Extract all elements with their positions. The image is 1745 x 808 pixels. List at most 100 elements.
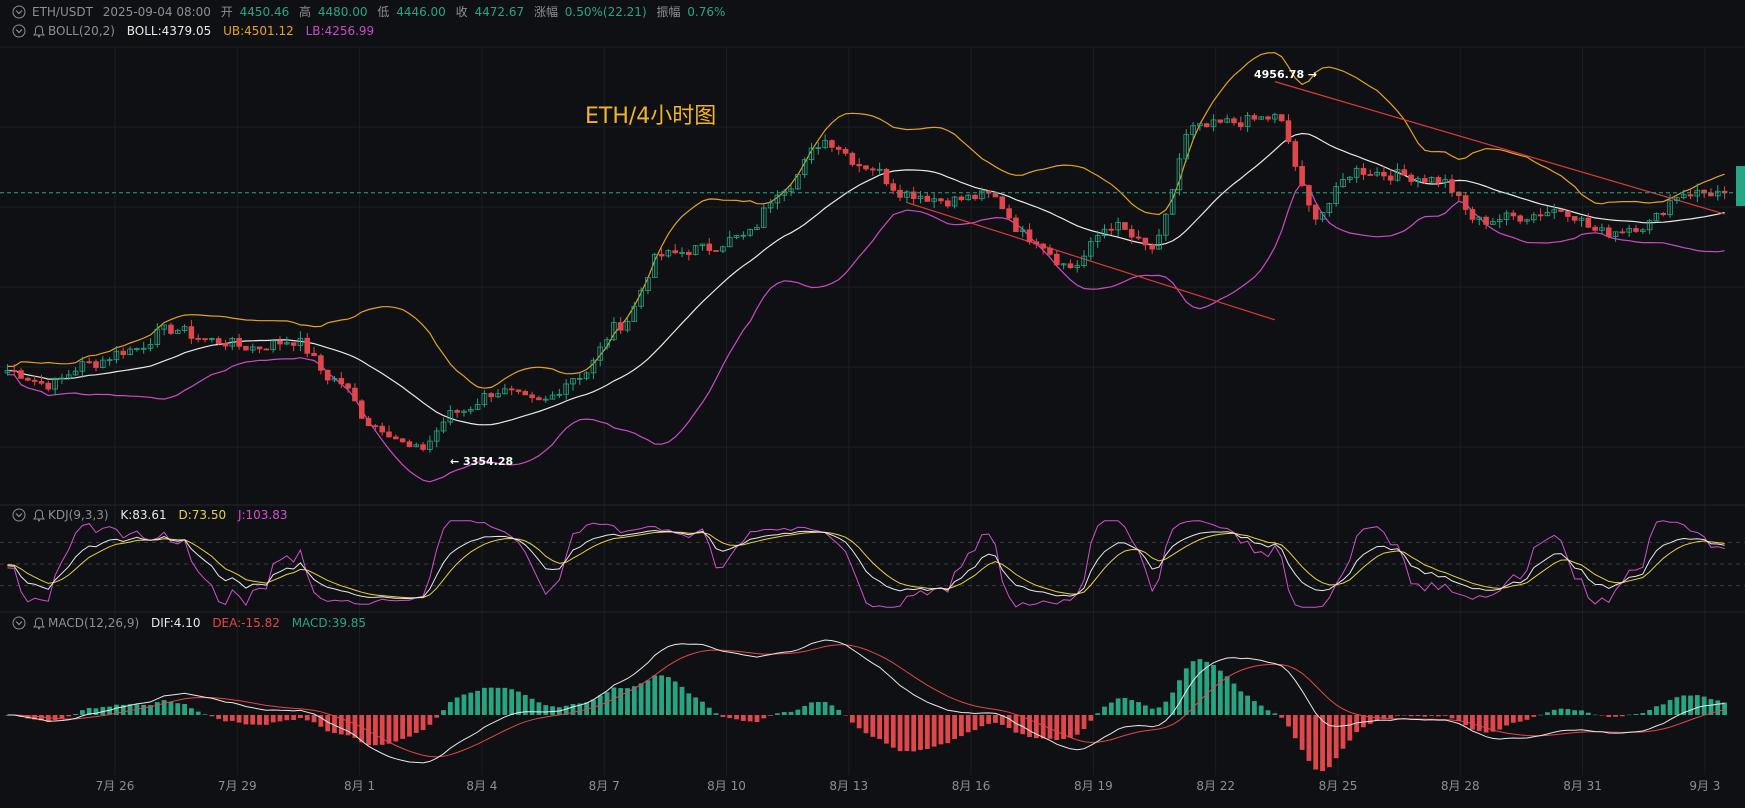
header-low-value: 4446.00 xyxy=(396,5,446,19)
candle-body xyxy=(604,339,610,348)
candle-body xyxy=(1088,241,1094,257)
macd-histogram-bar xyxy=(93,708,99,715)
boll-alert-bell-icon[interactable] xyxy=(33,25,45,38)
candle-body xyxy=(461,410,467,413)
macd-histogram-bar xyxy=(32,715,38,720)
macd-histogram-bar xyxy=(659,675,664,715)
candle-body xyxy=(1251,115,1258,120)
macd-histogram-bar xyxy=(993,715,998,723)
candle-body xyxy=(542,398,549,401)
macd-histogram-bar xyxy=(1388,715,1394,719)
macd-histogram-bar xyxy=(652,675,658,715)
macd-histogram-bar xyxy=(1517,715,1523,722)
kdj-alert-bell-icon[interactable] xyxy=(33,509,45,522)
candle-body xyxy=(263,348,270,351)
macd-histogram-bar xyxy=(1524,715,1530,720)
macd-histogram-bar xyxy=(713,713,719,715)
macd-histogram-bar xyxy=(1565,709,1571,715)
macd-histogram-bar xyxy=(366,715,371,746)
candle-body xyxy=(379,425,385,433)
last-price-marker xyxy=(1736,166,1745,206)
macd-histogram-bar xyxy=(1204,661,1210,715)
macd-alert-bell-icon[interactable] xyxy=(33,617,45,630)
macd-histogram-bar xyxy=(318,715,324,727)
candle-body xyxy=(515,389,522,392)
header-open-label: 开 xyxy=(221,5,233,19)
collapse-chevron-icon[interactable] xyxy=(12,5,26,19)
candle-body xyxy=(474,404,481,410)
candle-body xyxy=(904,191,910,198)
candle-body xyxy=(1435,177,1442,184)
macd-histogram-bar xyxy=(461,694,467,715)
candle-body xyxy=(202,338,208,340)
candle-body xyxy=(1360,167,1367,175)
macd-histogram-bar xyxy=(1088,715,1094,721)
candle-body xyxy=(1558,209,1564,212)
macd-histogram-bar xyxy=(304,715,310,721)
macd-histogram-bar xyxy=(1599,715,1605,716)
macd-histogram-bar xyxy=(209,715,215,717)
macd-histogram-bar xyxy=(39,715,44,721)
macd-histogram-bar xyxy=(1401,715,1407,716)
candle-body xyxy=(222,343,229,347)
macd-dea-line xyxy=(7,644,1725,758)
candle-body xyxy=(897,189,903,198)
candle-body xyxy=(1565,211,1571,217)
candle-body xyxy=(1605,227,1612,237)
macd-histogram-bar xyxy=(1272,713,1278,715)
x-tick-label: 8月 31 xyxy=(1563,779,1602,793)
macd-histogram-bar xyxy=(1279,715,1285,718)
candle-body xyxy=(413,444,420,448)
kdj-k-line xyxy=(7,529,1725,600)
macd-histogram-bar xyxy=(1258,705,1264,715)
candle-body xyxy=(1265,116,1271,120)
candle-body xyxy=(1292,141,1299,167)
macd-histogram-bar xyxy=(202,714,208,715)
candle-body xyxy=(318,355,324,371)
candle-body xyxy=(1231,118,1237,124)
header-kdj: KDJ(9,3,3) K:83.61 D:73.50 J:103.83 xyxy=(12,508,288,522)
candle-body xyxy=(1128,229,1135,238)
candle-body xyxy=(1537,214,1544,217)
candle-body xyxy=(1006,208,1012,219)
macd-histogram-bar xyxy=(1592,714,1598,716)
candle-body xyxy=(1415,178,1421,182)
candle-body xyxy=(284,342,290,345)
candle-body xyxy=(917,195,924,199)
macd-histogram-bar xyxy=(1497,715,1503,730)
candle-body xyxy=(801,159,808,175)
macd-histogram-bar xyxy=(795,709,801,715)
kdj-chevron-icon[interactable] xyxy=(12,508,26,522)
macd-histogram-bar xyxy=(352,715,358,738)
candle-body xyxy=(324,369,331,381)
candle-body xyxy=(1054,253,1060,266)
macd-chevron-icon[interactable] xyxy=(12,616,26,630)
macd-histogram-bar xyxy=(740,715,746,721)
macd-histogram-bar xyxy=(1483,715,1489,733)
macd-histogram-bar xyxy=(897,715,903,752)
macd-histogram-bar xyxy=(1211,664,1216,715)
candle-body xyxy=(1640,229,1646,232)
macd-histogram-bar xyxy=(229,715,235,721)
macd-histogram-bar xyxy=(236,715,242,723)
macd-histogram-bar xyxy=(1456,715,1462,721)
header-open-value: 4450.46 xyxy=(240,5,290,19)
boll-chevron-icon[interactable] xyxy=(12,24,26,38)
candle-body xyxy=(754,227,760,230)
candle-body xyxy=(154,328,161,345)
macd-histogram-bar xyxy=(427,715,433,725)
macd-histogram-bar xyxy=(775,713,780,715)
macd-histogram-bar xyxy=(189,708,194,715)
candle-body xyxy=(249,346,256,351)
candle-body xyxy=(447,410,454,423)
candle-body xyxy=(467,408,474,412)
macd-histogram-bar xyxy=(965,715,971,733)
macd-histogram-bar xyxy=(1047,715,1053,739)
candle-body xyxy=(924,195,931,202)
low-annotation: ← 3354.28 xyxy=(450,455,513,468)
macd-histogram-bar xyxy=(182,703,187,715)
kdj-d-value: D:73.50 xyxy=(178,508,226,522)
header-boll: BOLL(20,2) BOLL:4379.05 UB:4501.12 LB:42… xyxy=(12,24,374,38)
macd-histogram-bar xyxy=(1265,710,1271,715)
